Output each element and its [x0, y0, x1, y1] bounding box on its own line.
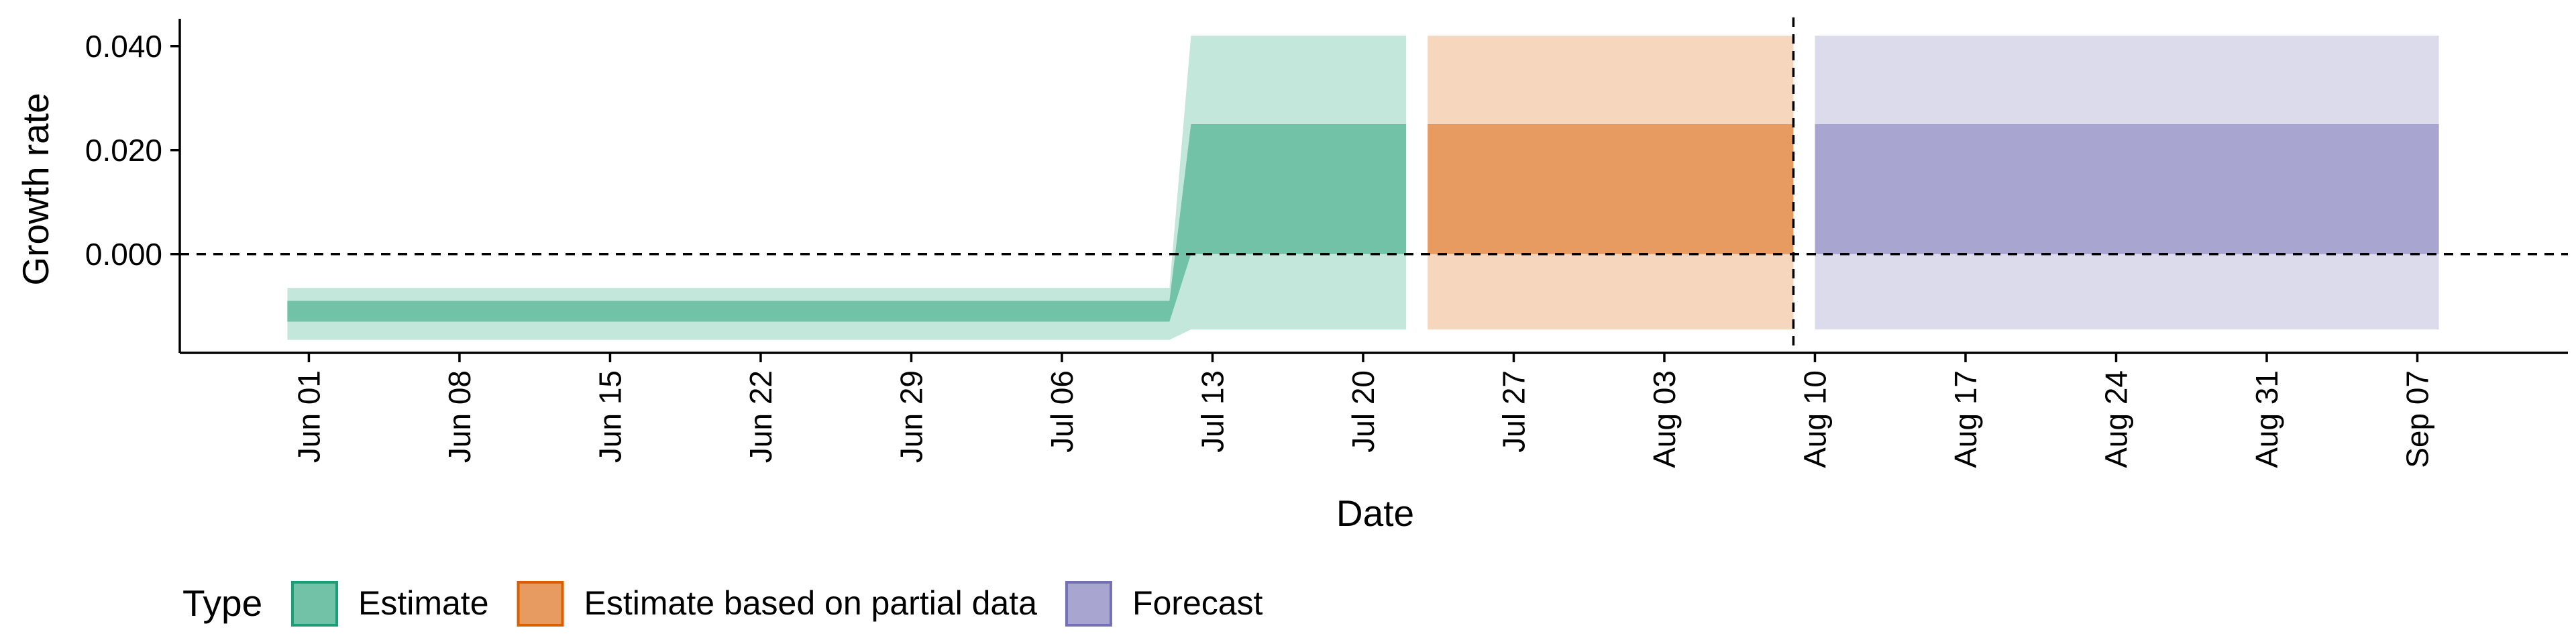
x-tick-label: Aug 31 — [2249, 370, 2284, 468]
x-axis-ticks: Jun 01 Jun 08 Jun 15 Jun 22 Jun 29 Jul 06 Jul … — [291, 353, 2434, 468]
x-tick-label: Aug 17 — [1948, 370, 1983, 468]
x-tick-label: Aug 03 — [1647, 370, 1682, 468]
x-axis-title: Date — [1336, 492, 1414, 534]
x-tick-label: Sep 07 — [2400, 370, 2434, 468]
y-axis-ticks: 0.000 0.020 0.040 — [85, 29, 180, 272]
plot-areas — [287, 36, 2439, 340]
legend: Type Estimate Estimate based on partial d… — [182, 581, 1263, 627]
band-inner-forecast — [1815, 124, 2439, 254]
x-tick-label: Jul 20 — [1346, 370, 1381, 453]
x-tick-label: Jul 06 — [1044, 370, 1079, 453]
band-inner-estimate-based-on-partial-data — [1428, 124, 1794, 254]
x-tick-label: Jul 27 — [1496, 370, 1531, 453]
band-inner-estimate — [287, 124, 1407, 322]
x-tick-label: Aug 10 — [1797, 370, 1832, 468]
legend-title: Type — [182, 582, 262, 624]
x-tick-label: Jun 08 — [442, 370, 477, 463]
legend-swatch-estimate-based-on-partial-data — [517, 581, 564, 627]
legend-swatch-estimate — [291, 581, 338, 627]
x-tick-label: Jun 15 — [592, 370, 627, 463]
y-tick-label: 0.020 — [85, 133, 162, 168]
y-tick-label: 0.000 — [85, 237, 162, 272]
x-tick-label: Jun 22 — [743, 370, 778, 463]
reference-lines — [180, 17, 2568, 353]
y-axis-title: Growth rate — [15, 93, 56, 285]
legend-label-estimate-based-on-partial-data: Estimate based on partial data — [584, 584, 1038, 622]
x-tick-label: Jun 29 — [894, 370, 928, 463]
legend-swatch-forecast — [1065, 581, 1112, 627]
legend-label-forecast: Forecast — [1132, 584, 1263, 622]
x-tick-label: Jul 13 — [1195, 370, 1230, 453]
x-tick-label: Aug 24 — [2098, 370, 2133, 468]
x-tick-label: Jun 01 — [291, 370, 326, 463]
axes — [178, 19, 2568, 354]
y-tick-label: 0.040 — [85, 29, 162, 64]
legend-label-estimate: Estimate — [358, 584, 489, 622]
